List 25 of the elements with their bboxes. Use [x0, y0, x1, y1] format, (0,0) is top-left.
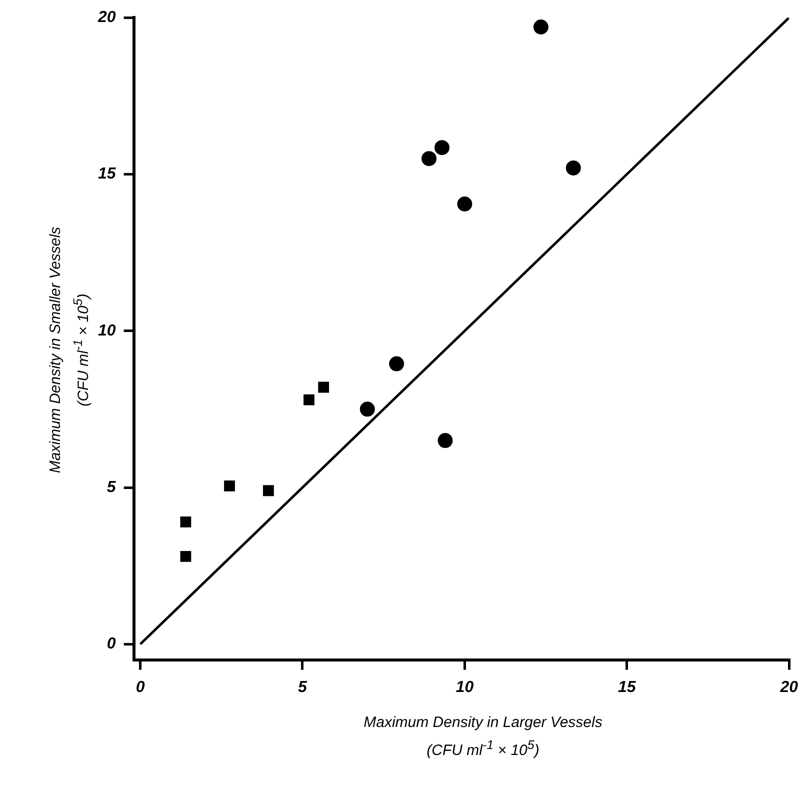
y-tick-label: 0: [106, 636, 116, 653]
point: [389, 356, 404, 372]
point: [434, 140, 450, 156]
x-tick-label: 10: [456, 678, 474, 696]
y-tick-label: 5: [106, 478, 117, 496]
point: [304, 394, 314, 406]
point: [262, 485, 274, 496]
point: [224, 480, 235, 492]
y-tick-label: 20: [97, 9, 116, 26]
x-tick-label: 15: [618, 678, 637, 696]
point: [566, 160, 581, 176]
point: [422, 151, 437, 166]
y-tick-label: 15: [98, 166, 117, 183]
x-axis-title: Maximum Density in Larger Vessels (CFU ml$^{-1}$ × 10$^{5}$): [362, 713, 604, 761]
point: [180, 550, 192, 562]
point: [533, 20, 548, 34]
point: [180, 516, 192, 528]
x-tick-label: 5: [298, 678, 308, 696]
y-tick-label: 10: [98, 322, 116, 340]
point: [457, 196, 472, 212]
x-tick-label: 20: [779, 678, 798, 696]
point: [360, 402, 375, 417]
point: [438, 433, 453, 448]
x-tick-label: 0: [136, 678, 145, 696]
point: [318, 382, 330, 393]
